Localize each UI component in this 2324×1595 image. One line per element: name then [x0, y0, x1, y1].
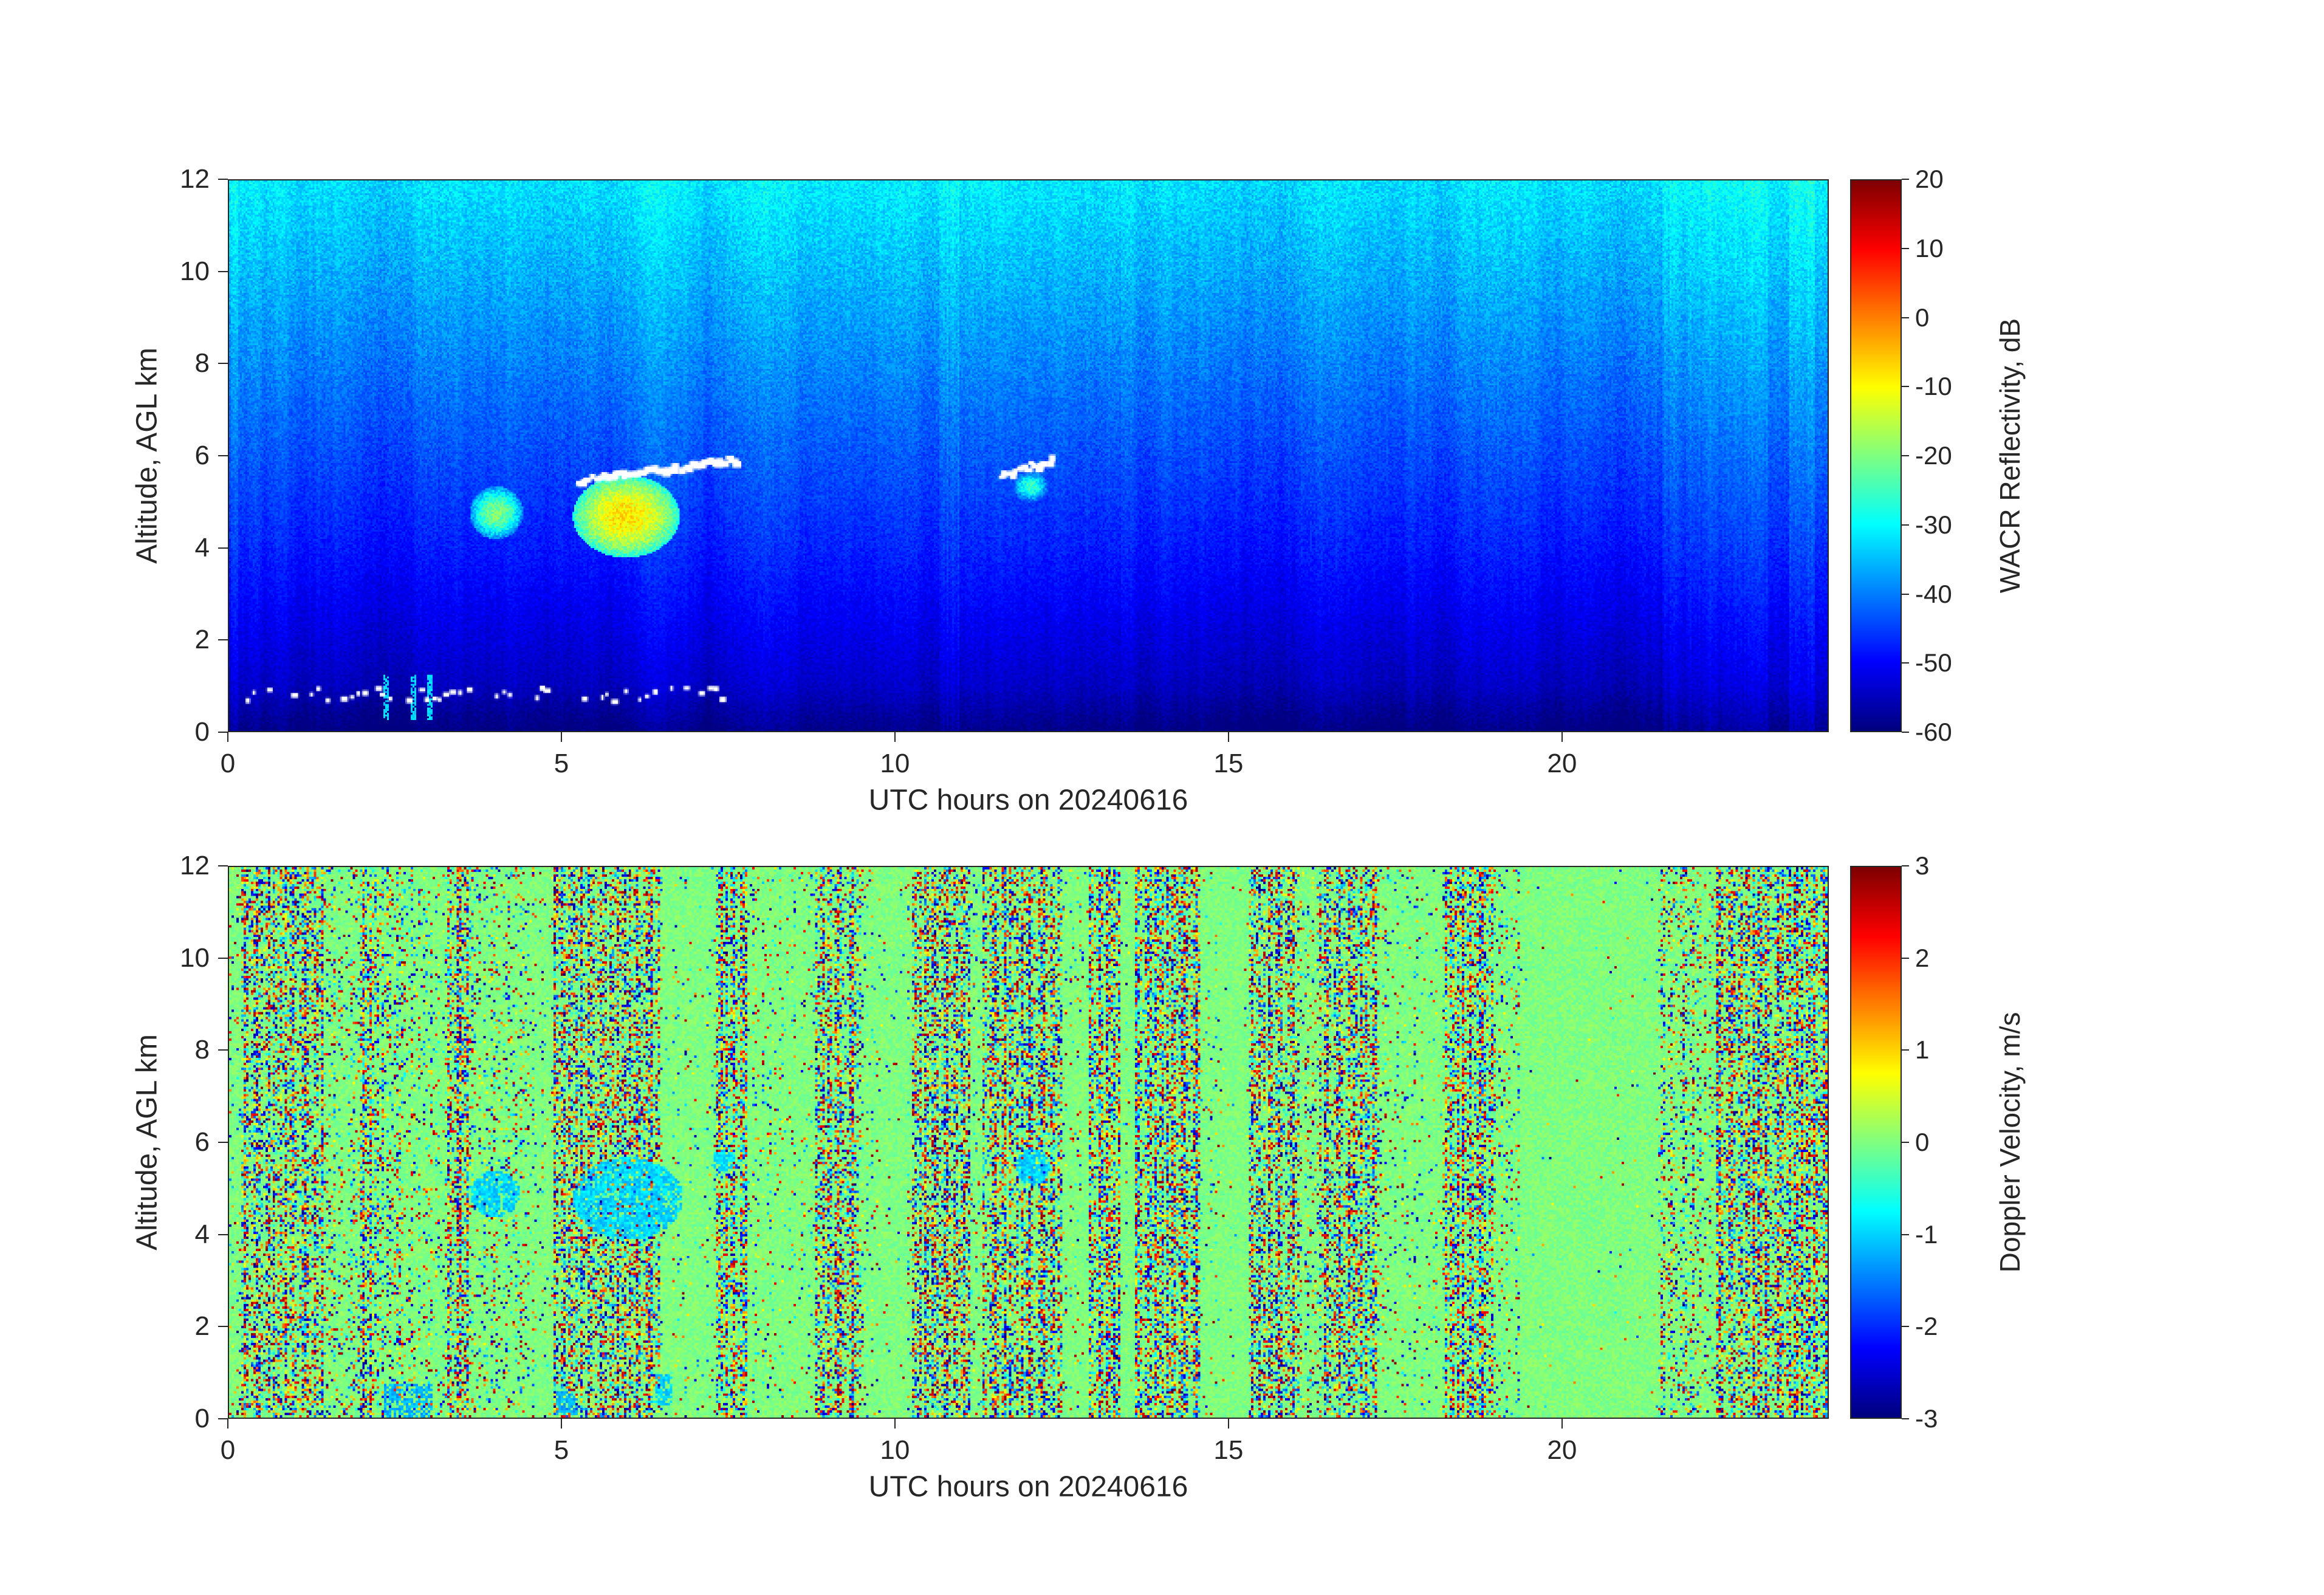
y-tick-label: 0	[194, 1404, 210, 1433]
colorbar-tick-label: 2	[1915, 943, 1930, 972]
x-tick-label: 0	[220, 1435, 236, 1465]
colorbar-tick-label: 0	[1915, 303, 1930, 332]
y-tick-mark	[218, 732, 228, 733]
x-tick-label: 10	[880, 1435, 910, 1465]
x-tick-mark	[894, 732, 896, 742]
y-tick-mark	[218, 1142, 228, 1143]
x-tick-mark	[560, 732, 562, 742]
x-tick-label: 10	[880, 749, 910, 778]
colorbar-tick-mark	[1902, 455, 1909, 456]
velocity-colorbar-label: Doppler Velocity, m/s	[1994, 1012, 2026, 1273]
colorbar-tick-label: 0	[1915, 1128, 1930, 1156]
y-tick-label: 4	[194, 532, 210, 563]
colorbar-tick-mark	[1902, 1142, 1909, 1143]
colorbar-tick-label: -10	[1915, 372, 1952, 401]
y-tick-mark	[218, 455, 228, 456]
y-tick-label: 6	[194, 1127, 210, 1157]
colorbar-tick-mark	[1902, 1418, 1909, 1419]
colorbar-tick-label: 20	[1915, 165, 1944, 193]
y-tick-mark	[218, 270, 228, 272]
colorbar-tick-mark	[1902, 1049, 1909, 1051]
velocity-colorbar	[1850, 866, 1902, 1419]
velocity-xlabel: UTC hours on 20240616	[868, 1470, 1188, 1503]
colorbar-tick-mark	[1902, 386, 1909, 388]
reflectivity-heatmap	[229, 180, 1828, 731]
colorbar-tick-mark	[1902, 317, 1909, 318]
y-tick-label: 12	[180, 164, 210, 194]
reflectivity-colorbar	[1850, 179, 1902, 732]
y-tick-mark	[218, 179, 228, 180]
colorbar-tick-label: -2	[1915, 1312, 1938, 1341]
reflectivity-colorbar-gradient	[1851, 180, 1901, 731]
colorbar-tick-label: 1	[1915, 1035, 1930, 1065]
x-tick-label: 5	[554, 749, 569, 778]
x-tick-label: 20	[1547, 749, 1577, 778]
y-tick-mark	[218, 1418, 228, 1419]
y-tick-label: 2	[194, 1311, 210, 1342]
y-tick-label: 8	[194, 348, 210, 379]
y-tick-mark	[218, 1326, 228, 1328]
x-tick-mark	[1227, 732, 1229, 742]
y-tick-label: 8	[194, 1035, 210, 1065]
colorbar-tick-mark	[1902, 865, 1909, 866]
colorbar-tick-mark	[1902, 662, 1909, 664]
x-tick-label: 15	[1213, 749, 1244, 778]
colorbar-tick-label: -50	[1915, 648, 1952, 677]
y-tick-label: 12	[180, 851, 210, 880]
colorbar-tick-mark	[1902, 593, 1909, 595]
colorbar-tick-mark	[1902, 247, 1909, 249]
colorbar-tick-mark	[1902, 732, 1909, 733]
reflectivity-plot-area	[228, 179, 1829, 732]
y-tick-mark	[218, 363, 228, 365]
colorbar-tick-label: 3	[1915, 851, 1930, 880]
y-tick-mark	[218, 1233, 228, 1235]
velocity-plot-area	[228, 866, 1829, 1419]
colorbar-tick-mark	[1902, 179, 1909, 180]
y-tick-mark	[218, 1049, 228, 1051]
colorbar-tick-label: -60	[1915, 718, 1952, 746]
colorbar-tick-label: -20	[1915, 441, 1952, 470]
y-tick-label: 10	[180, 256, 210, 286]
x-tick-mark	[227, 732, 228, 742]
velocity-colorbar-gradient	[1851, 867, 1901, 1418]
colorbar-tick-mark	[1902, 957, 1909, 959]
y-tick-label: 4	[194, 1219, 210, 1249]
y-tick-mark	[218, 865, 228, 866]
x-tick-mark	[1561, 732, 1563, 742]
colorbar-tick-label: -30	[1915, 510, 1952, 539]
y-tick-label: 0	[194, 717, 210, 747]
colorbar-tick-mark	[1902, 1326, 1909, 1328]
x-tick-label: 5	[554, 1435, 569, 1465]
x-tick-mark	[894, 1419, 896, 1429]
colorbar-tick-mark	[1902, 524, 1909, 526]
colorbar-tick-label: -40	[1915, 579, 1952, 608]
colorbar-tick-label: -1	[1915, 1219, 1938, 1249]
reflectivity-xlabel: UTC hours on 20240616	[868, 784, 1188, 817]
y-tick-label: 6	[194, 441, 210, 470]
x-tick-mark	[1561, 1419, 1563, 1429]
y-tick-label: 10	[180, 942, 210, 973]
reflectivity-colorbar-label: WACR Reflectivity, dB	[1994, 318, 2026, 594]
x-tick-label: 15	[1213, 1435, 1244, 1465]
colorbar-tick-label: 10	[1915, 233, 1944, 262]
y-tick-mark	[218, 547, 228, 549]
velocity-heatmap	[229, 867, 1828, 1418]
x-tick-mark	[227, 1419, 228, 1429]
x-tick-mark	[1227, 1419, 1229, 1429]
colorbar-tick-label: -3	[1915, 1404, 1938, 1433]
x-tick-mark	[560, 1419, 562, 1429]
colorbar-tick-mark	[1902, 1233, 1909, 1235]
x-tick-label: 20	[1547, 1435, 1577, 1465]
x-tick-label: 0	[220, 749, 236, 778]
y-tick-mark	[218, 639, 228, 641]
y-tick-mark	[218, 957, 228, 959]
y-tick-label: 2	[194, 625, 210, 655]
